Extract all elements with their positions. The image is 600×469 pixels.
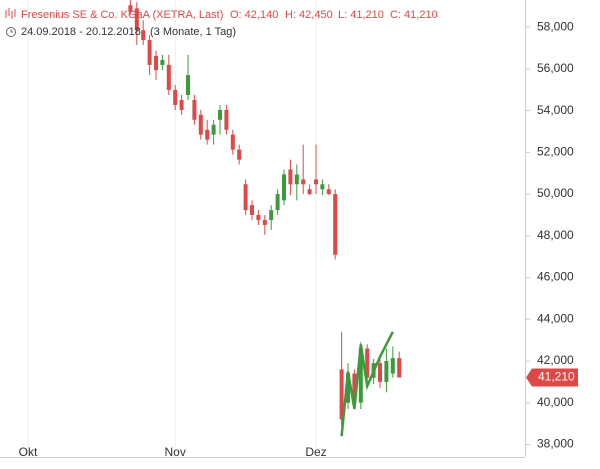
candle-body <box>275 194 280 211</box>
candle-body <box>378 363 382 382</box>
candle-body <box>384 361 389 382</box>
candle-body <box>352 373 357 403</box>
candle-body <box>230 134 235 150</box>
candle-body <box>198 114 203 135</box>
clock-icon <box>6 27 16 37</box>
candle-body <box>147 40 152 65</box>
candle-body <box>160 59 165 65</box>
y-tick-label: 54,000 <box>537 103 574 117</box>
candle-body <box>301 179 306 185</box>
candle-body <box>358 348 363 403</box>
chart-icon <box>5 8 16 19</box>
y-tick-label: 42,000 <box>537 353 574 367</box>
candle-body <box>339 369 344 420</box>
candle-body <box>390 358 395 374</box>
candle-body <box>205 129 210 140</box>
stat: O: 42,140 <box>230 9 278 21</box>
y-tick-label: 46,000 <box>537 270 574 284</box>
x-tick-label: Nov <box>165 445 186 459</box>
x-tick-label: Okt <box>19 445 38 459</box>
candle-body <box>224 109 229 130</box>
candle-body <box>365 348 370 378</box>
candle-body <box>262 219 267 225</box>
candle-body <box>294 174 299 185</box>
candle-body <box>128 5 133 13</box>
candle-body <box>397 358 402 378</box>
y-tick-label: 38,000 <box>537 437 574 451</box>
candle-body <box>314 179 318 185</box>
date-range: 24.09.2018 - 20.12.2018 <box>21 26 141 38</box>
candle-body <box>237 149 242 160</box>
candle-body <box>269 210 274 220</box>
candle-body <box>211 124 216 135</box>
chart-title: Fresenius SE & Co. KGaA (XETRA, Last) <box>21 9 223 21</box>
candle-body <box>141 30 146 41</box>
y-tick-label: 50,000 <box>537 186 574 200</box>
candle-body <box>326 189 331 195</box>
last-price-tag <box>526 368 578 387</box>
y-tick-label: 40,000 <box>537 395 574 409</box>
plot-area <box>27 0 402 457</box>
y-tick-label: 58,000 <box>537 19 574 33</box>
header: Fresenius SE & Co. KGaA (XETRA, Last) O:… <box>5 8 438 38</box>
candle-body <box>250 205 254 215</box>
clock-icon <box>10 29 13 33</box>
stat: H: 42,450 <box>285 9 333 21</box>
period: (3 Monate, 1 Tag) <box>150 26 236 38</box>
candle-body <box>218 109 222 120</box>
candle-body <box>166 64 171 90</box>
candle-body <box>186 75 190 95</box>
candle-body <box>134 8 139 31</box>
candle-body <box>333 194 338 255</box>
candle-body <box>192 99 197 120</box>
candle-body <box>173 89 178 105</box>
y-tick-label: 56,000 <box>537 61 574 75</box>
candle-body <box>243 184 248 211</box>
candle-body <box>154 55 158 71</box>
x-tick-label: Dez <box>305 445 326 459</box>
overlay-line <box>340 331 394 437</box>
last-price-label: 41,210 <box>538 370 575 384</box>
candle-body <box>346 373 350 403</box>
y-tick-label: 52,000 <box>537 145 574 159</box>
candle-body <box>282 174 286 201</box>
stat: L: 41,210 <box>338 9 384 21</box>
candle-body <box>288 169 293 185</box>
stat: C: 41,210 <box>390 9 438 21</box>
candle-body <box>256 214 261 220</box>
candle-body <box>307 189 312 195</box>
candle-body <box>320 184 325 190</box>
y-tick-label: 48,000 <box>537 228 574 242</box>
y-tick-label: 44,000 <box>537 311 574 325</box>
candle-body <box>179 99 184 110</box>
